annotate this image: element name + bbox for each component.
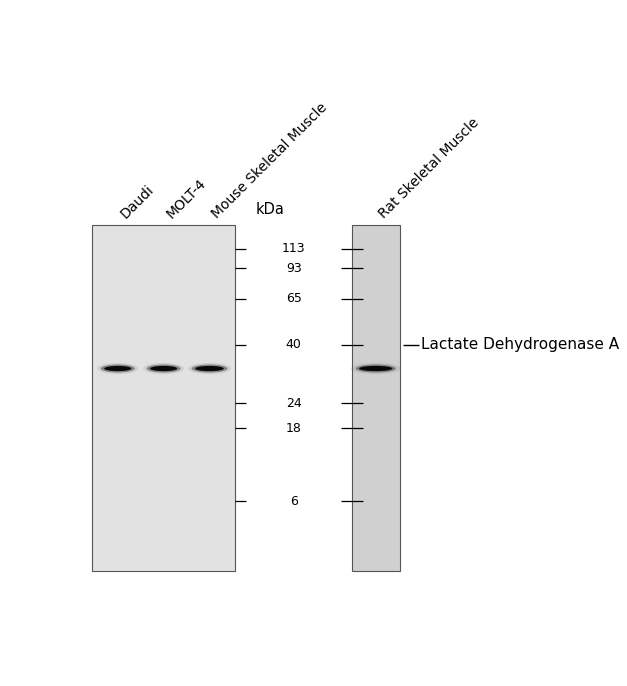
Text: 113: 113 <box>282 242 305 255</box>
Ellipse shape <box>359 366 393 371</box>
Ellipse shape <box>356 364 396 372</box>
Ellipse shape <box>143 363 184 375</box>
Text: 24: 24 <box>286 397 302 410</box>
Text: Daudi: Daudi <box>118 182 157 221</box>
Ellipse shape <box>104 366 132 371</box>
Text: MOLT-4: MOLT-4 <box>164 176 209 221</box>
Ellipse shape <box>150 366 177 371</box>
Bar <box>352 225 399 571</box>
Text: 65: 65 <box>286 292 302 305</box>
Ellipse shape <box>350 363 401 375</box>
Ellipse shape <box>97 363 138 375</box>
Text: Rat Skeletal Muscle: Rat Skeletal Muscle <box>376 115 482 221</box>
Text: 40: 40 <box>286 338 302 351</box>
Ellipse shape <box>192 364 228 372</box>
Text: 93: 93 <box>286 262 302 275</box>
Text: 18: 18 <box>286 422 302 435</box>
Text: 6: 6 <box>290 495 298 508</box>
Ellipse shape <box>195 366 224 371</box>
Ellipse shape <box>101 364 135 372</box>
Text: Lactate Dehydrogenase A: Lactate Dehydrogenase A <box>421 338 619 353</box>
Ellipse shape <box>147 364 181 372</box>
Text: kDa: kDa <box>256 202 285 217</box>
Bar <box>92 225 235 571</box>
Ellipse shape <box>188 363 231 375</box>
Text: Mouse Skeletal Muscle: Mouse Skeletal Muscle <box>209 100 330 221</box>
